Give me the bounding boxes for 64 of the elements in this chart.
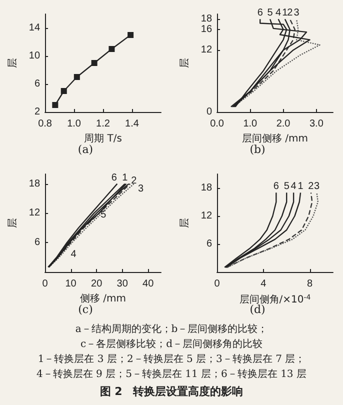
- x-tick-label: 1.2: [96, 118, 110, 130]
- series-label: 3: [294, 8, 300, 19]
- y-tick-label: 6: [34, 237, 40, 248]
- x-tick-label: 0.0: [210, 118, 224, 130]
- y-tick-label: 18: [200, 14, 212, 25]
- y-tick-label: 0: [206, 106, 212, 118]
- text: (d): [250, 303, 266, 316]
- y-tick-label: 6: [206, 238, 212, 250]
- series-label: 1: [282, 8, 288, 19]
- x-tick-label: 40: [142, 278, 154, 290]
- y-axis-title: 层: [8, 58, 18, 68]
- x-tick-label: 3.0: [309, 118, 324, 130]
- text: (c): [78, 303, 93, 316]
- text: (a): [78, 143, 94, 156]
- text: c－各层侧移比较；d－层间侧移角的比较: [79, 338, 264, 352]
- y-axis-title: 层: [180, 218, 190, 228]
- x-tick-label: 0.8: [38, 118, 52, 130]
- x-tick-label: 8: [307, 278, 314, 290]
- x-axis-title: 周期 T/s: [84, 132, 122, 144]
- series-label: 4: [290, 181, 297, 192]
- y-tick-label: 2: [34, 106, 40, 118]
- y-tick-label: 12: [28, 208, 40, 219]
- series-label: 5: [267, 8, 274, 19]
- y-tick-label: 18: [200, 182, 212, 194]
- series-label: 4: [276, 8, 282, 19]
- y-tick-label: 10: [28, 50, 40, 62]
- x-tick-label: 10: [65, 278, 77, 290]
- x-axis-title: 层间侧移 /mm: [242, 132, 308, 144]
- x-tick-label: 0: [214, 278, 220, 290]
- y-tick-label: 12: [200, 44, 212, 56]
- series-label: 1: [122, 172, 128, 184]
- y-tick-label: 18: [28, 178, 40, 190]
- x-axis-title: 侧移 /mm: [80, 292, 126, 304]
- y-axis-title: 层: [180, 58, 190, 68]
- x-tick-label: 2.0: [276, 118, 291, 130]
- y-tick-label: 14: [28, 22, 40, 34]
- x-tick-label: 20: [91, 278, 103, 290]
- y-tick-label: 6: [34, 78, 40, 90]
- series-label: 3: [314, 181, 320, 192]
- x-tick-label: 1.0: [67, 118, 82, 130]
- series-label: 6: [273, 181, 280, 192]
- series-label: 5: [284, 181, 290, 192]
- x-tick-label: 0: [42, 278, 48, 290]
- text: a－结构周期的变化；b－层间侧移的比较；: [74, 322, 269, 337]
- series-label: 2: [131, 175, 138, 186]
- series-label: 2: [287, 8, 294, 19]
- x-tick-label: 30: [116, 278, 128, 290]
- series-label: 2: [308, 181, 314, 192]
- text: 1－转换层在 3 层；2－转换层在 5 层；3－转换层在 7 层；: [36, 353, 306, 367]
- series-label: 6: [257, 8, 264, 19]
- series-label: 6: [111, 172, 118, 184]
- text: 4－转换层在 9 层；5－转换层在 11 层；6－转换层在 13 层: [36, 368, 308, 382]
- y-tick-label: 12: [200, 210, 212, 222]
- x-tick-label: 4: [260, 278, 267, 290]
- x-tick-label: 1.0: [243, 118, 258, 130]
- text: 图 2 转换层设置高度的影响: [98, 384, 244, 399]
- text: (b): [250, 143, 266, 156]
- x-tick-label: 1.4: [125, 118, 140, 130]
- series-label: 4: [70, 249, 77, 260]
- series-label: 1: [298, 181, 304, 192]
- series-label: 3: [138, 183, 144, 194]
- series-label: 5: [100, 210, 107, 221]
- y-tick-label: 16: [200, 24, 212, 35]
- y-axis-title: 层: [8, 218, 18, 228]
